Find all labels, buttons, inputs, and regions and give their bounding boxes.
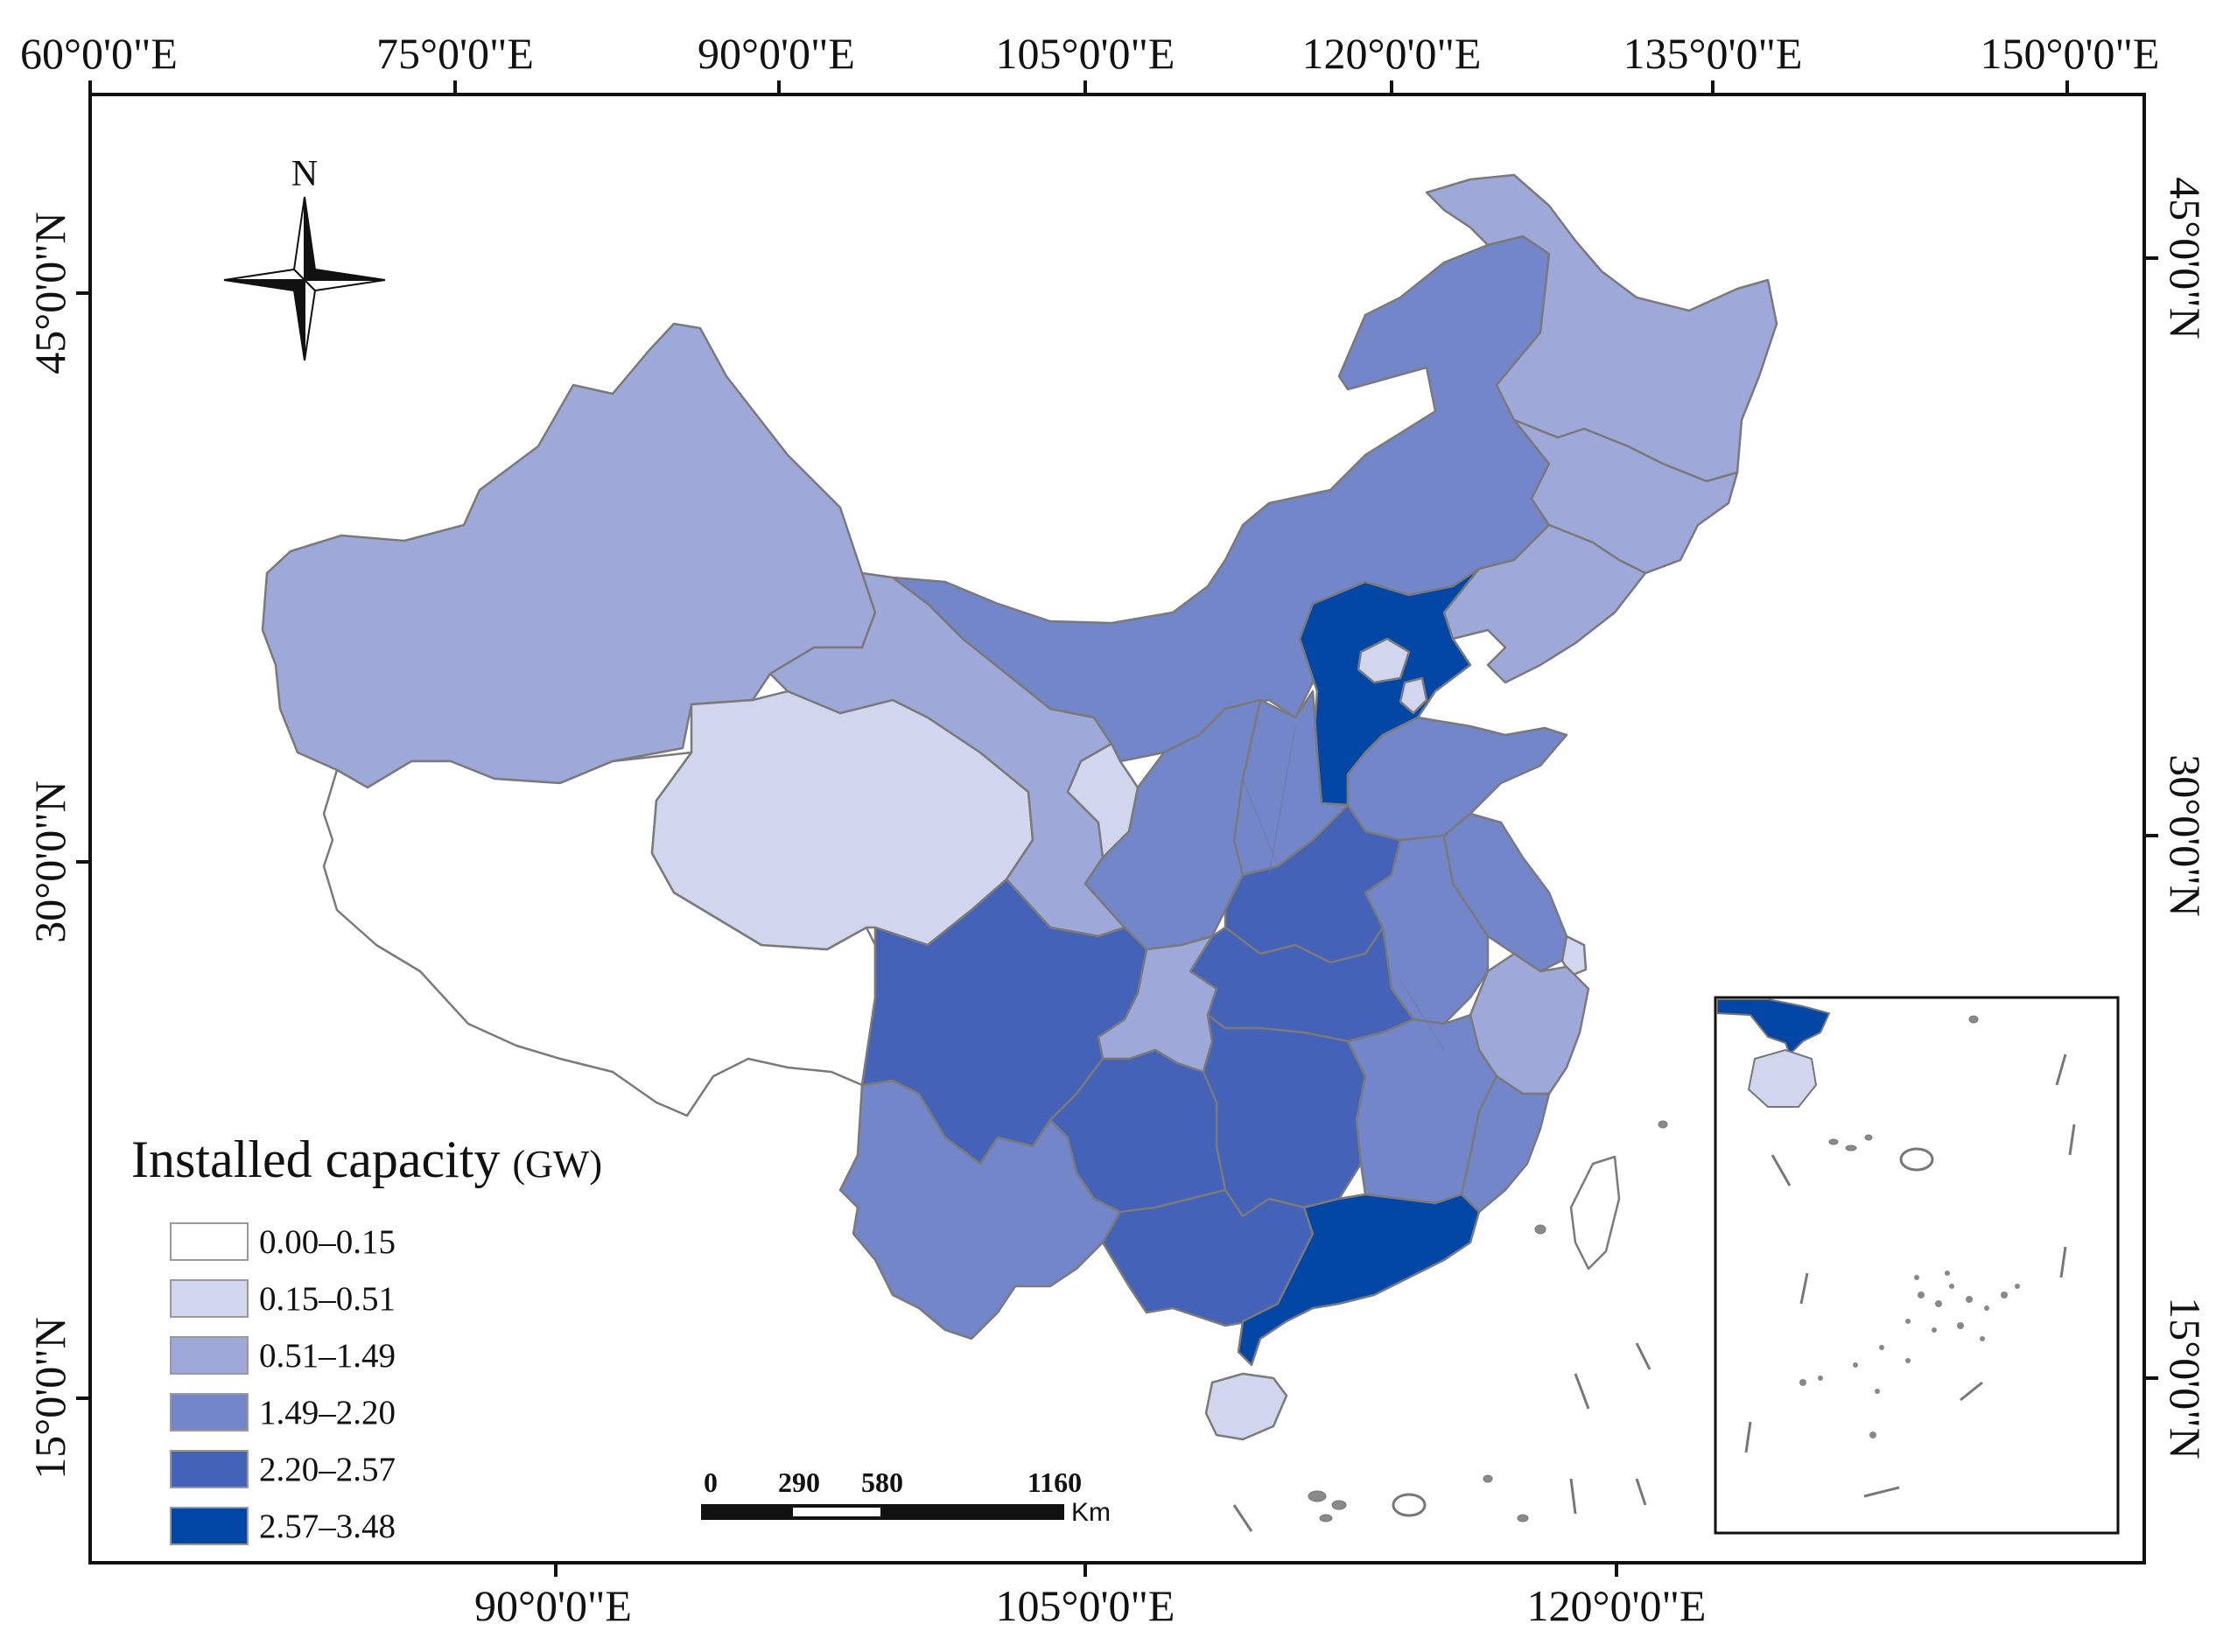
left-tick-label: 45°0'0"N <box>25 212 74 374</box>
region-taiwan <box>1569 1155 1621 1270</box>
legend-item: 1.49–2.20 <box>170 1393 396 1432</box>
legend-item: 0.51–1.49 <box>170 1336 396 1375</box>
left-tick-label: 30°0'0"N <box>25 780 74 943</box>
region-liaoning <box>1442 523 1647 684</box>
legend: Installed capacity (GW) 0.00–0.15 0.15–0.5… <box>131 1130 602 1545</box>
region-jilin <box>1512 418 1739 575</box>
internal-boundaries <box>1242 725 1445 1051</box>
region-guangdong <box>1237 1193 1481 1367</box>
legend-label: 1.49–2.20 <box>259 1394 396 1432</box>
right-tick-label: 45°0'0"N <box>2161 177 2210 340</box>
right-axis-ticks <box>2144 256 2158 1380</box>
region-tibet <box>322 751 877 1117</box>
scale-tick-label: 580 <box>861 1466 903 1498</box>
scale-unit: Km <box>1071 1498 1111 1527</box>
region-shanghai <box>1560 934 1588 977</box>
north-label: N <box>291 154 318 194</box>
south-china-sea-inset <box>1714 996 2120 1535</box>
compass-rose-icon <box>223 196 386 361</box>
legend-title: Installed capacity (GW) <box>131 1130 602 1188</box>
top-tick-label: 135°0'0"E <box>1623 29 1803 78</box>
coastal-islands <box>1232 1120 1668 1532</box>
north-arrow: N <box>223 154 386 361</box>
top-tick-label: 60°0'0"E <box>20 29 178 78</box>
legend-swatch <box>170 1279 249 1318</box>
right-tick-label: 30°0'0"N <box>2161 754 2210 917</box>
legend-unit: (GW) <box>512 1143 602 1186</box>
legend-item: 0.15–0.51 <box>170 1279 396 1318</box>
legend-label: 0.51–1.49 <box>259 1337 396 1375</box>
legend-label: 0.00–0.15 <box>259 1223 396 1261</box>
legend-swatch <box>170 1450 249 1488</box>
bottom-tick-label: 120°0'0"E <box>1527 1581 1707 1630</box>
legend-swatch <box>170 1222 249 1261</box>
top-axis-ticks <box>88 80 2069 94</box>
region-tianjin <box>1399 676 1428 715</box>
legend-label: 0.15–0.51 <box>259 1280 396 1318</box>
legend-label: 2.57–3.48 <box>259 1508 396 1545</box>
left-axis-ticks <box>76 291 90 1400</box>
bottom-tick-label: 105°0'0"E <box>996 1581 1175 1630</box>
top-tick-label: 75°0'0"E <box>376 29 534 78</box>
region-hunan <box>1202 1013 1367 1218</box>
region-ningxia <box>1066 742 1140 859</box>
region-beijing <box>1357 637 1411 684</box>
top-tick-label: 105°0'0"E <box>996 29 1175 78</box>
right-tick-label: 15°0'0"N <box>2161 1297 2210 1460</box>
scale-tick-label: 1160 <box>1027 1466 1082 1498</box>
top-tick-label: 120°0'0"E <box>1302 29 1482 78</box>
bottom-axis-ticks <box>554 1563 1618 1577</box>
scale-tick-label: 0 <box>704 1466 718 1498</box>
scale-bar: 0 290 580 1160 Km <box>701 1466 1111 1527</box>
region-hainan <box>1204 1372 1288 1441</box>
legend-item: 0.00–0.15 <box>170 1222 396 1261</box>
legend-item: 2.20–2.57 <box>170 1450 396 1488</box>
bottom-tick-label: 90°0'0"E <box>474 1581 632 1630</box>
province-regions <box>261 173 1778 1441</box>
legend-title-text: Installed capacity <box>131 1130 500 1188</box>
scale-tick-label: 290 <box>778 1466 820 1498</box>
top-tick-label: 90°0'0"E <box>698 29 855 78</box>
legend-item: 2.57–3.48 <box>170 1507 396 1545</box>
legend-label: 2.20–2.57 <box>259 1451 396 1488</box>
top-tick-label: 150°0'0"E <box>1981 29 2160 78</box>
region-yunnan <box>838 1079 1122 1340</box>
legend-swatch <box>170 1393 249 1432</box>
legend-swatch <box>170 1336 249 1375</box>
left-tick-label: 15°0'0"N <box>25 1317 74 1480</box>
region-fujian <box>1460 1074 1551 1214</box>
legend-swatch <box>170 1507 249 1545</box>
